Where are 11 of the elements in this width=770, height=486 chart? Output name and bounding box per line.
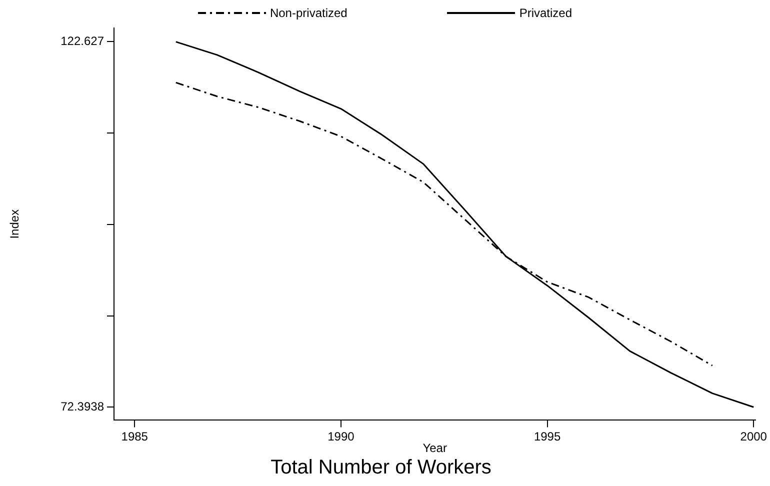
y-axis-title: Index (8, 209, 22, 239)
legend-label: Privatized (519, 6, 572, 20)
x-tick-label: 2000 (740, 430, 768, 444)
y-tick-label: 72.3938 (60, 399, 104, 414)
y-tick-label: 122.627 (60, 34, 104, 48)
legend-label: Non-privatized (270, 6, 348, 20)
x-tick-label: 1990 (328, 430, 355, 444)
x-tick-label: 1985 (121, 430, 148, 444)
x-tick-label: 1995 (534, 430, 561, 444)
x-axis-title: Year (422, 441, 447, 456)
text: Total Number of Workers (270, 456, 492, 479)
